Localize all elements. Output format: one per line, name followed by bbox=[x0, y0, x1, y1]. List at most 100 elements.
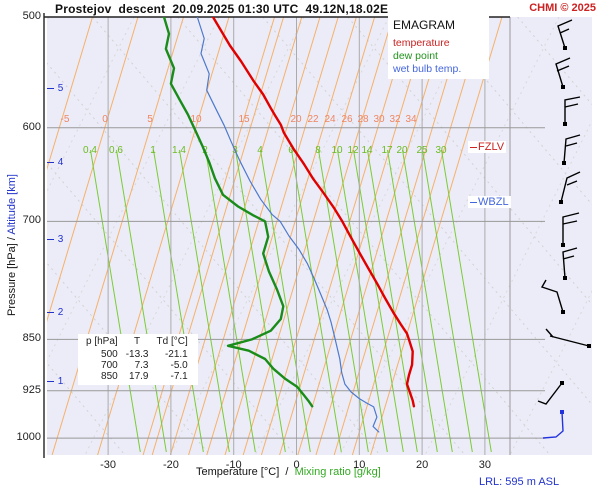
altitude-tick-label: 2 bbox=[47, 307, 63, 318]
wind-barb bbox=[562, 247, 578, 280]
dew-point-curve bbox=[162, 17, 314, 408]
temperature-tick-label: -30 bbox=[100, 459, 117, 471]
wet-bulb-zero-tick-icon bbox=[470, 201, 477, 203]
altitude-tick-icon bbox=[47, 87, 54, 89]
wind-barb bbox=[542, 410, 564, 439]
table-row: 850 17.9 -7.1 bbox=[101, 371, 188, 382]
table-row: 700 7.3 -5.0 bbox=[101, 360, 188, 371]
altitude-tick-label: 5 bbox=[47, 83, 63, 94]
freezing-level-label: FZLV bbox=[468, 141, 507, 153]
page-title: Prostejov descent 20.09.2025 01:30 UTC 4… bbox=[55, 2, 389, 16]
temperature-curve bbox=[211, 17, 416, 408]
y-axis-title-separator: / bbox=[6, 234, 18, 244]
x-axis-title-temperature: Temperature [°C] bbox=[196, 466, 280, 478]
svg-text:0: 0 bbox=[102, 114, 108, 125]
svg-text:26: 26 bbox=[341, 114, 353, 125]
pressure-tick-label: 600 bbox=[22, 120, 41, 133]
col-temperature: T bbox=[134, 336, 141, 347]
temperature-tick-label: 10 bbox=[353, 459, 366, 471]
wet-bulb-curve bbox=[196, 17, 380, 433]
x-axis-title: Temperature [°C] / Mixing ratio [g/kg] bbox=[196, 466, 381, 478]
legend-item-dew-point: dew point bbox=[393, 49, 438, 62]
mixing-ratio-lines bbox=[90, 149, 492, 453]
svg-text:4: 4 bbox=[257, 145, 263, 156]
altitude-tick-value: 4 bbox=[55, 157, 64, 168]
table-row: 500 -13.3 -21.1 bbox=[101, 349, 188, 360]
altitude-tick-icon bbox=[47, 311, 54, 313]
col-pressure: p [hPa] bbox=[86, 336, 118, 347]
y-axis-title: Pressure [hPa] / Altitude [km] bbox=[6, 95, 20, 395]
svg-text:34: 34 bbox=[405, 114, 417, 125]
isotherm-lines bbox=[47, 17, 503, 455]
y-axis-title-pressure: Pressure [hPa] bbox=[6, 243, 18, 316]
svg-text:24: 24 bbox=[324, 114, 336, 125]
wet-bulb-zero-text: WBZL bbox=[478, 196, 509, 208]
wind-barbs bbox=[537, 19, 591, 439]
pressure-tick-label: 850 bbox=[22, 332, 41, 345]
wind-barb bbox=[545, 328, 591, 348]
temperature-tick-label: 20 bbox=[415, 459, 429, 471]
svg-text:22: 22 bbox=[307, 114, 319, 125]
svg-text:25: 25 bbox=[416, 145, 428, 156]
temperature-tick-label: -10 bbox=[225, 459, 242, 471]
legend-title: EMAGRAM bbox=[393, 18, 456, 32]
svg-text:-5: -5 bbox=[61, 114, 70, 125]
copyright-label: CHMI © 2025 bbox=[529, 2, 596, 14]
svg-text:1.4: 1.4 bbox=[172, 145, 186, 156]
wind-barb bbox=[555, 57, 571, 89]
svg-text:0.6: 0.6 bbox=[109, 145, 123, 156]
svg-text:1: 1 bbox=[150, 145, 156, 156]
table-header-row: p [hPa] T Td [°C] bbox=[82, 336, 192, 349]
svg-text:17: 17 bbox=[381, 145, 393, 156]
svg-text:10: 10 bbox=[190, 114, 202, 125]
mixing-ratio-value-labels: 0.4 0.6 1 1.4 2 3 4 6 8 10 12 14 17 20 25 30 bbox=[83, 145, 447, 156]
pressure-tick-label: 925 bbox=[22, 383, 41, 396]
altitude-tick-value: 5 bbox=[55, 83, 64, 94]
wind-barb bbox=[562, 134, 581, 165]
wind-barb bbox=[557, 19, 573, 50]
legend: EMAGRAM temperature dew point wet bulb t… bbox=[388, 16, 489, 79]
wind-barb bbox=[537, 381, 564, 405]
legend-item-wet-bulb: wet bulb temp. bbox=[393, 62, 462, 75]
temperature-tick-label: 0 bbox=[293, 459, 300, 471]
pressure-tick-label: 500 bbox=[22, 10, 41, 22]
wet-bulb-zero-label: WBZL bbox=[468, 196, 511, 208]
svg-text:20: 20 bbox=[396, 145, 408, 156]
wind-barb bbox=[540, 279, 565, 314]
svg-text:15: 15 bbox=[238, 114, 250, 125]
svg-text:30: 30 bbox=[373, 114, 385, 125]
x-axis-title-separator: / bbox=[285, 466, 289, 478]
altitude-tick-label: 4 bbox=[47, 157, 63, 168]
freezing-level-text: FZLV bbox=[478, 141, 505, 153]
col-dewpoint: Td [°C] bbox=[156, 336, 188, 347]
altitude-tick-icon bbox=[47, 161, 54, 163]
svg-text:10: 10 bbox=[331, 145, 343, 156]
svg-text:6: 6 bbox=[288, 145, 294, 156]
sounding-table: p [hPa] T Td [°C] 500 -13.3 -21.1 700 7.… bbox=[78, 334, 198, 385]
svg-text:8: 8 bbox=[315, 145, 321, 156]
altitude-tick-icon bbox=[47, 380, 54, 382]
freezing-level-tick-icon bbox=[470, 146, 477, 148]
altitude-tick-value: 2 bbox=[55, 307, 64, 318]
altitude-tick-label: 1 bbox=[47, 376, 63, 387]
legend-item-temperature: temperature bbox=[393, 36, 450, 49]
svg-text:30: 30 bbox=[435, 145, 447, 156]
x-axis-title-mixing-ratio: Mixing ratio [g/kg] bbox=[294, 466, 381, 478]
svg-text:28: 28 bbox=[357, 114, 369, 125]
svg-text:5: 5 bbox=[147, 114, 153, 125]
svg-text:0.4: 0.4 bbox=[83, 145, 97, 156]
temperature-tick-label: 30 bbox=[478, 459, 492, 471]
pressure-tick-label: 1000 bbox=[16, 431, 41, 444]
temperature-tick-label: -20 bbox=[162, 459, 179, 471]
svg-text:14: 14 bbox=[361, 145, 373, 156]
svg-text:32: 32 bbox=[389, 114, 401, 125]
altitude-tick-label: 3 bbox=[47, 234, 63, 245]
isotherm-value-labels: -5 0 5 10 15 20 22 24 26 28 30 32 34 bbox=[61, 114, 417, 125]
station-elevation-label: LRL: 595 m ASL bbox=[479, 476, 560, 488]
svg-text:20: 20 bbox=[290, 114, 302, 125]
wind-barb bbox=[563, 96, 581, 126]
altitude-tick-value: 1 bbox=[55, 376, 64, 387]
pressure-tick-label: 700 bbox=[22, 214, 41, 227]
